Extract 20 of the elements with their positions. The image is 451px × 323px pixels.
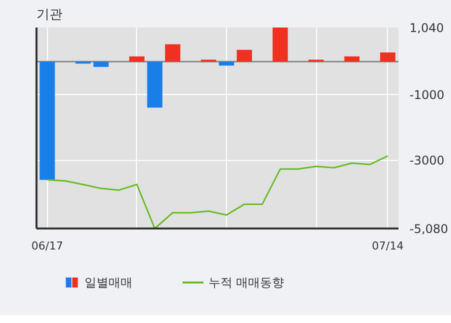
bar xyxy=(380,52,396,62)
bar xyxy=(344,56,360,62)
y-tick-label: -1000 xyxy=(410,88,444,102)
bar xyxy=(93,62,109,67)
line-series xyxy=(46,155,388,228)
bar xyxy=(129,56,144,62)
bar xyxy=(218,62,234,66)
bar xyxy=(165,44,180,62)
y-tick-label: -5,080 xyxy=(410,222,448,236)
bar xyxy=(272,28,288,62)
chart-title: 기관 xyxy=(36,8,62,22)
legend-label: 일별매매 xyxy=(84,276,133,290)
bar xyxy=(40,62,55,180)
x-tick-label: 06/17 xyxy=(31,240,64,252)
bar xyxy=(147,62,162,108)
bar xyxy=(236,50,252,62)
y-tick-label: -3000 xyxy=(410,154,444,168)
x-tick-label: 07/14 xyxy=(372,240,404,252)
y-tick-label: 1,040 xyxy=(410,21,444,35)
legend-label: 누적 매매동향 xyxy=(208,276,284,290)
